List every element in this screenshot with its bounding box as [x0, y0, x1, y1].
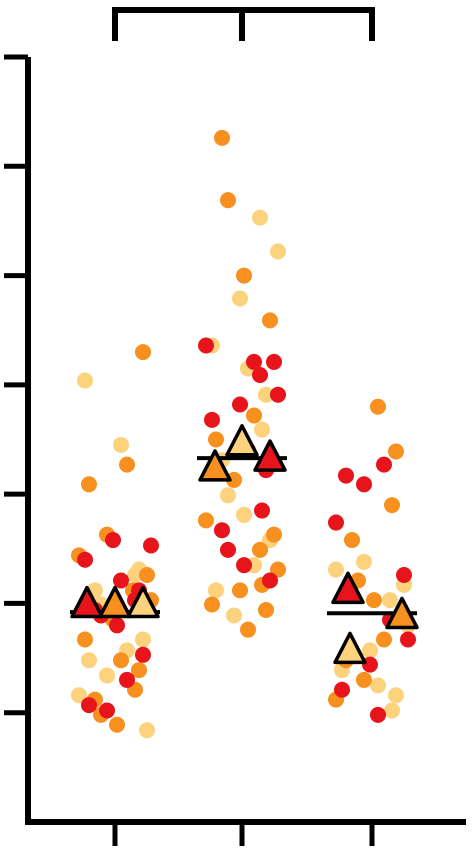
data-point [252, 541, 268, 558]
data-point [334, 681, 350, 698]
data-point [382, 592, 398, 609]
data-point [204, 596, 220, 613]
data-point [232, 290, 248, 307]
data-point [119, 671, 135, 688]
data-point [356, 671, 372, 688]
data-point [376, 456, 392, 473]
data-point [236, 267, 252, 284]
data-point [99, 667, 115, 684]
replicate-mean [333, 631, 367, 665]
data-point [356, 476, 372, 493]
data-point [258, 601, 274, 618]
data-point [139, 567, 155, 584]
data-point [370, 677, 386, 694]
data-point [198, 512, 214, 529]
data-point [262, 572, 278, 589]
data-point [208, 582, 224, 599]
replicate-mean [98, 585, 132, 619]
data-point [328, 561, 344, 578]
data-point [214, 522, 230, 539]
data-point [266, 353, 282, 370]
data-point [139, 722, 155, 739]
data-point [109, 716, 125, 733]
data-point [400, 631, 416, 648]
significance-bracket [112, 7, 375, 41]
data-point [388, 443, 404, 460]
data-point [376, 631, 392, 648]
data-point [370, 398, 386, 415]
data-point [220, 541, 236, 558]
data-point [113, 572, 129, 589]
data-point [266, 526, 282, 543]
data-point [384, 702, 400, 719]
data-point [77, 551, 93, 568]
data-point [270, 386, 286, 403]
data-point [220, 192, 236, 209]
replicate-mean [126, 585, 160, 619]
replicate-mean [70, 585, 104, 619]
data-point [254, 421, 270, 438]
data-point [143, 537, 159, 554]
data-point [384, 497, 400, 514]
data-point [71, 687, 87, 704]
data-point [236, 506, 252, 523]
data-point [208, 431, 224, 448]
replicate-mean [331, 571, 365, 605]
data-point [220, 487, 236, 504]
data-point [81, 476, 97, 493]
data-point [338, 467, 354, 484]
data-point [262, 312, 278, 329]
data-point [113, 436, 129, 453]
data-point [204, 411, 220, 428]
data-point [135, 646, 151, 663]
data-point [131, 662, 147, 679]
data-point [232, 396, 248, 413]
data-point [328, 514, 344, 531]
data-point [119, 456, 135, 473]
data-point [246, 407, 262, 424]
data-point [135, 344, 151, 361]
data-point [127, 567, 143, 584]
data-point [113, 652, 129, 669]
data-point [362, 642, 378, 659]
data-point [252, 367, 268, 384]
replicate-mean [385, 596, 419, 630]
replicate-mean [253, 439, 287, 472]
data-point [240, 621, 256, 638]
data-point [214, 129, 230, 146]
data-point [270, 561, 286, 578]
data-point [105, 532, 121, 549]
data-point [99, 702, 115, 719]
data-point [226, 471, 242, 488]
data-point [396, 567, 412, 584]
data-point [258, 386, 274, 403]
data-point [270, 243, 286, 260]
data-point [109, 617, 125, 634]
data-point [246, 353, 262, 370]
data-point [254, 502, 270, 519]
data-point [370, 706, 386, 723]
data-point [77, 372, 93, 389]
data-point [236, 557, 252, 574]
data-point [356, 553, 372, 570]
replicate-mean [225, 424, 259, 457]
data-point [344, 532, 360, 549]
data-point [252, 209, 268, 226]
data-point [81, 652, 97, 669]
data-point [198, 337, 214, 354]
data-point [388, 687, 404, 704]
data-point [135, 631, 151, 648]
data-point [226, 607, 242, 624]
data-point [81, 697, 97, 714]
data-point [366, 592, 382, 609]
data-point [77, 631, 93, 648]
data-point [232, 582, 248, 599]
replicate-mean [198, 449, 232, 482]
